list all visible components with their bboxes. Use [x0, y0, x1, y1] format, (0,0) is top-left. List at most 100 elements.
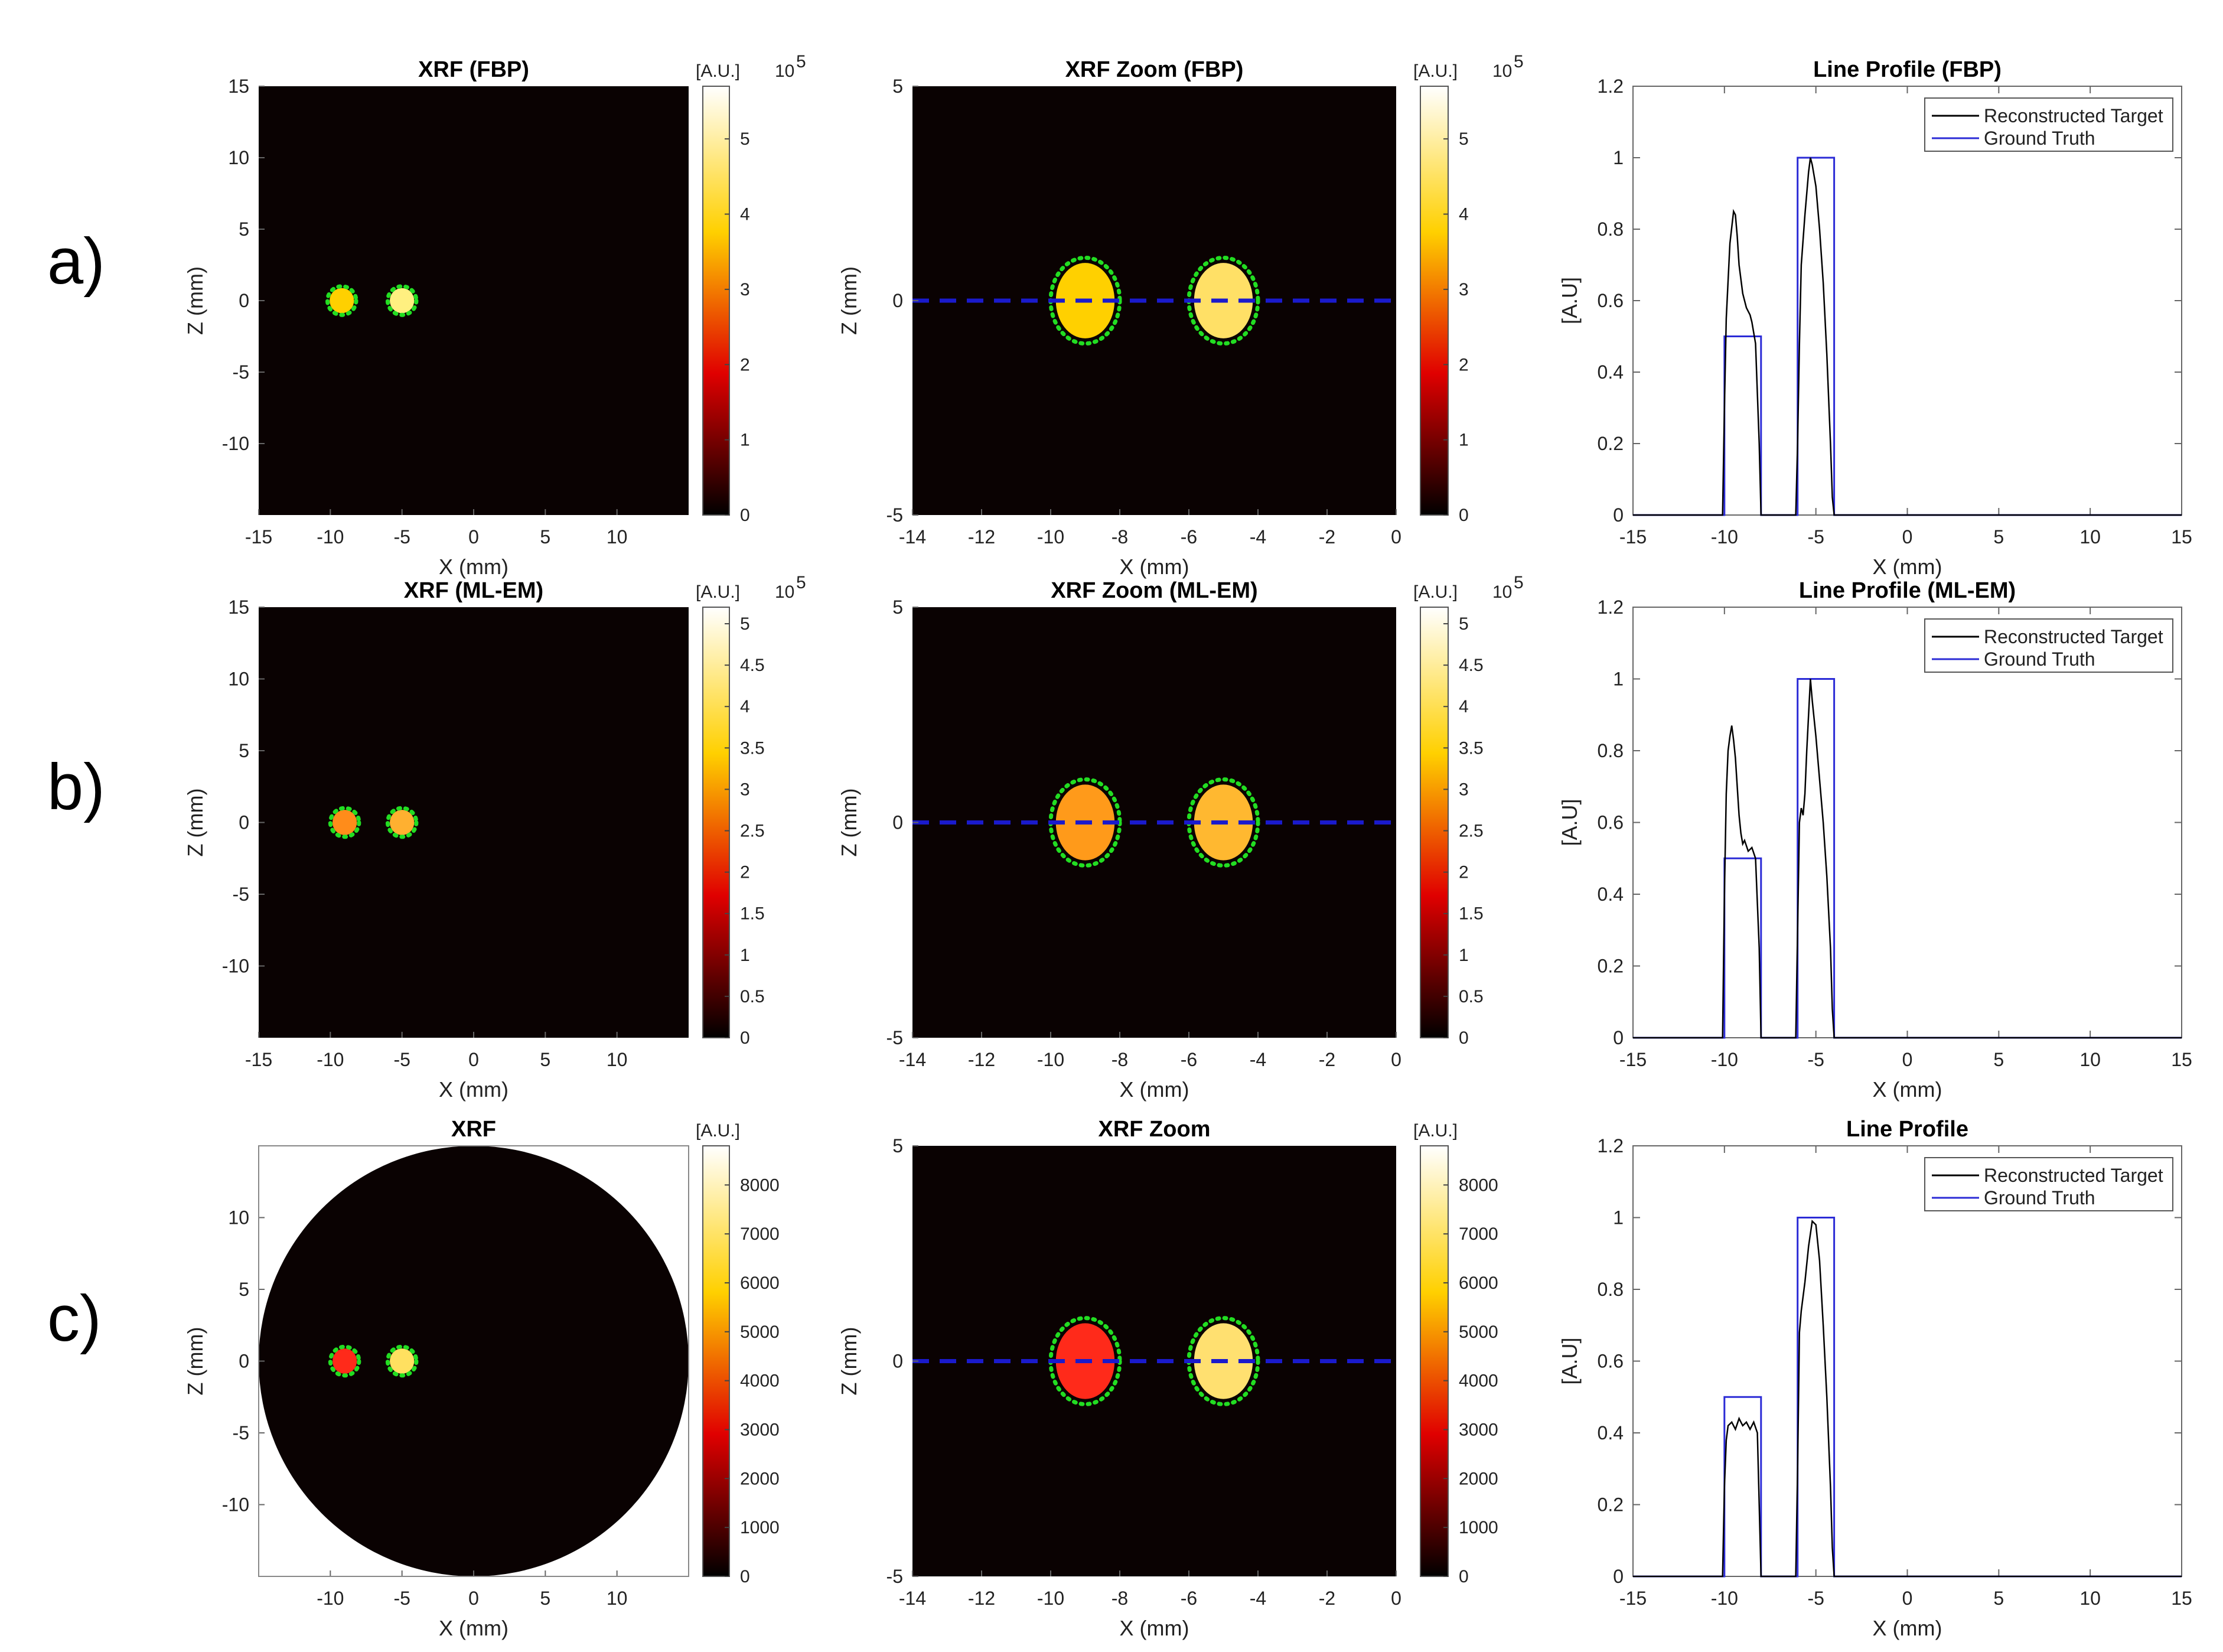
y-tick-label: 1.2 [1598, 597, 1624, 618]
panel-b-2: XRF Zoom (ML-EM) X (mm) Z (mm) -14 -12 -10 -8 -… [837, 573, 1524, 1102]
colorbar-tick-label: 5 [740, 614, 750, 634]
panel-title: XRF Zoom (ML-EM) [1051, 578, 1257, 603]
y-tick-label: 1 [1613, 1207, 1624, 1229]
y-tick-label: 0.8 [1598, 740, 1624, 761]
colorbar-tick-label: 4000 [1459, 1371, 1498, 1391]
panel-c-1: XRF X (mm) Z (mm) -10 -5 0 5 10 10 5 0 -5 -10 0 1000 20… [183, 1117, 780, 1640]
y-tick-label: 15 [228, 76, 249, 97]
x-tick-label: -8 [1112, 1049, 1128, 1070]
colorbar-tick-label: 3.5 [1459, 738, 1484, 758]
x-tick-label: -5 [1807, 1588, 1824, 1609]
y-tick-label: 5 [892, 76, 903, 97]
colorbar-tick-label: 5000 [1459, 1322, 1498, 1342]
y-tick-label: 0.6 [1598, 812, 1624, 833]
target-2-outline [385, 1344, 419, 1378]
colorbar-tick-label: 6000 [740, 1273, 780, 1293]
series-reconstructed-target [1633, 679, 2182, 1039]
x-axis-label: X (mm) [439, 1077, 509, 1102]
x-tick-label: -4 [1250, 1049, 1266, 1070]
y-tick-label: 0 [239, 290, 249, 311]
y-tick-label: -5 [233, 884, 249, 905]
legend-box [1924, 1157, 2173, 1211]
x-tick-label: 15 [2171, 1049, 2192, 1070]
plot-area [259, 86, 689, 515]
x-tick-label: -5 [393, 526, 410, 548]
y-tick-label: -5 [233, 361, 249, 383]
colorbar-tick-label: 2 [1459, 863, 1469, 882]
colorbar [1420, 607, 1449, 1038]
y-tick-label: 5 [892, 597, 903, 618]
y-tick-label: 5 [892, 1135, 903, 1156]
x-tick-label: -8 [1112, 1588, 1128, 1609]
x-tick-label: 10 [607, 526, 628, 548]
colorbar-tick-label: 4000 [740, 1371, 780, 1391]
x-tick-label: -15 [1619, 1049, 1647, 1070]
y-tick-label: 10 [228, 1207, 249, 1229]
colorbar-tick-label: 4.5 [1459, 656, 1484, 675]
x-tick-label: 10 [2079, 526, 2101, 548]
colorbar-tick-label: 3000 [1459, 1420, 1498, 1439]
legend-entry: Ground Truth [1984, 128, 2095, 149]
target-2-intensity [390, 810, 415, 835]
x-tick-label: -12 [968, 1049, 995, 1070]
target-1-outline [325, 284, 358, 317]
x-tick-label: -10 [1711, 526, 1738, 548]
colorbar-exponent: 10 [1492, 61, 1512, 81]
panel-a-1: XRF (FBP)X (mm)Z (mm)-15 -10 -5 0 5 10151050-… [183, 52, 806, 579]
y-tick-label: -5 [886, 1566, 903, 1587]
y-axis-label: [A.U] [1557, 277, 1582, 324]
y-tick-label: 5 [239, 740, 249, 761]
x-axis-label: X (mm) [1873, 1077, 1942, 1102]
y-axis-label: Z (mm) [183, 788, 207, 857]
colorbar-tick-label: 0 [1459, 1567, 1469, 1586]
colorbar-tick-label: 3 [1459, 780, 1469, 799]
colorbar-tick-label: 1 [1459, 431, 1469, 450]
y-tick-label: 5 [239, 1279, 249, 1300]
legend-entry: Reconstructed Target [1984, 626, 2163, 647]
colorbar-tick-label: 3 [740, 280, 750, 299]
x-tick-label: -5 [1807, 1049, 1824, 1070]
colorbar-tick-label: 2 [1459, 355, 1469, 374]
x-tick-label: 15 [2171, 1588, 2192, 1609]
colorbar-tick-label: 0.5 [740, 987, 765, 1006]
x-tick-label: 0 [1391, 1049, 1401, 1070]
x-tick-label: 0 [1391, 526, 1401, 548]
colorbar-tick-label: 4 [740, 205, 750, 224]
y-axis-label: Z (mm) [837, 788, 861, 857]
colorbar-tick-label: 5 [1459, 129, 1469, 149]
y-tick-label: 15 [228, 597, 249, 618]
colorbar-tick-label: 1000 [740, 1518, 780, 1537]
x-tick-label: -10 [317, 1588, 344, 1609]
colorbar-tick-label: 1 [1459, 946, 1469, 965]
y-axis-label: Z (mm) [837, 266, 861, 335]
x-tick-label: -2 [1319, 526, 1335, 548]
x-tick-label: 0 [1902, 1588, 1913, 1609]
x-tick-label: 5 [540, 1049, 550, 1070]
panel-b-1: XRF (ML-EM)X (mm)Z (mm)-15 -10 -5 0 5 1015105… [183, 573, 806, 1102]
colorbar-tick-label: 0 [1459, 1028, 1469, 1048]
panel-title: XRF (ML-EM) [404, 578, 543, 603]
y-tick-label: 0.4 [1598, 1422, 1624, 1444]
colorbar-tick-label: 4 [1459, 205, 1469, 224]
colorbar-exponent-power: 5 [796, 573, 806, 592]
y-tick-label: 1.2 [1598, 1135, 1624, 1156]
x-tick-label: -6 [1181, 526, 1197, 548]
x-axis-label: X (mm) [439, 1616, 509, 1640]
x-tick-label: -10 [1711, 1049, 1738, 1070]
colorbar-unit: [A.U.] [696, 61, 740, 81]
colorbar-tick-label: 0 [740, 1028, 750, 1048]
x-axis-label: X (mm) [1120, 1077, 1189, 1102]
legend-box [1924, 97, 2173, 152]
x-tick-label: 0 [468, 1049, 479, 1070]
panel-b-3: Line Profile (ML-EM) X (mm) [A.U] -15 -10 -5 0… [1557, 578, 2192, 1102]
y-tick-label: 0.8 [1598, 219, 1624, 240]
colorbar-exponent: 10 [775, 582, 794, 602]
x-tick-label: -5 [1807, 526, 1824, 548]
colorbar-exponent-power: 5 [1514, 52, 1524, 71]
colorbar-tick-label: 6000 [1459, 1273, 1498, 1293]
y-axis-label: Z (mm) [183, 266, 207, 335]
x-tick-label: -5 [393, 1588, 410, 1609]
x-tick-label: 10 [607, 1049, 628, 1070]
colorbar-unit: [A.U.] [1413, 1121, 1458, 1141]
